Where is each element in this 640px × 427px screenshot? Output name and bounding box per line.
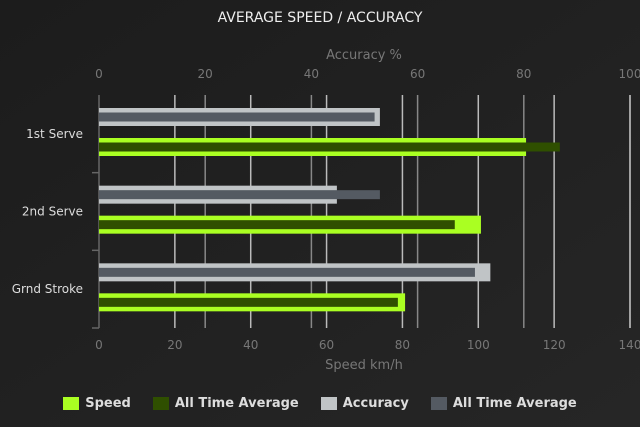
tick-label: 140 bbox=[619, 338, 640, 352]
legend-swatch bbox=[63, 397, 80, 410]
tick-label: 40 bbox=[304, 67, 319, 81]
bar-speed-average bbox=[99, 220, 455, 230]
tick-label: 20 bbox=[167, 338, 182, 352]
legend-swatch bbox=[152, 397, 169, 410]
legend: Speed All Time Average Accuracy All Time Av… bbox=[0, 396, 640, 411]
tick-label: 100 bbox=[467, 338, 490, 352]
tick-label: 100 bbox=[619, 67, 640, 81]
legend-swatch bbox=[430, 397, 447, 410]
tick-label: 0 bbox=[95, 67, 103, 81]
bar-accuracy-average bbox=[99, 267, 475, 277]
category-label: 1st Serve bbox=[26, 127, 83, 141]
legend-item: Accuracy bbox=[320, 396, 409, 411]
tick-label: 0 bbox=[95, 338, 103, 352]
legend-label: All Time Average bbox=[452, 396, 577, 411]
legend-swatch bbox=[320, 397, 337, 410]
legend-item: Speed bbox=[63, 396, 131, 411]
tick-label: 60 bbox=[410, 67, 425, 81]
tick-label: 20 bbox=[198, 67, 213, 81]
legend-label: All Time Average bbox=[174, 396, 299, 411]
top-axis-label: Accuracy % bbox=[326, 48, 402, 63]
chart-title: AVERAGE SPEED / ACCURACY bbox=[218, 10, 423, 26]
legend-item: All Time Average bbox=[430, 396, 577, 411]
tick-label: 80 bbox=[395, 338, 410, 352]
legend-label: Accuracy bbox=[342, 396, 409, 411]
category-label: 2nd Serve bbox=[22, 205, 83, 219]
tick-label: 80 bbox=[516, 67, 531, 81]
legend-item: All Time Average bbox=[152, 396, 299, 411]
bar-accuracy-average bbox=[99, 112, 375, 122]
category-label: Grnd Stroke bbox=[12, 282, 83, 296]
bar-speed-average bbox=[99, 142, 560, 152]
tick-label: 40 bbox=[243, 338, 258, 352]
tick-label: 120 bbox=[543, 338, 566, 352]
tick-label: 60 bbox=[319, 338, 334, 352]
legend-label: Speed bbox=[85, 396, 131, 411]
bar-speed-average bbox=[99, 297, 398, 307]
bar-accuracy-average bbox=[99, 190, 380, 200]
bottom-axis-label: Speed km/h bbox=[325, 358, 403, 373]
